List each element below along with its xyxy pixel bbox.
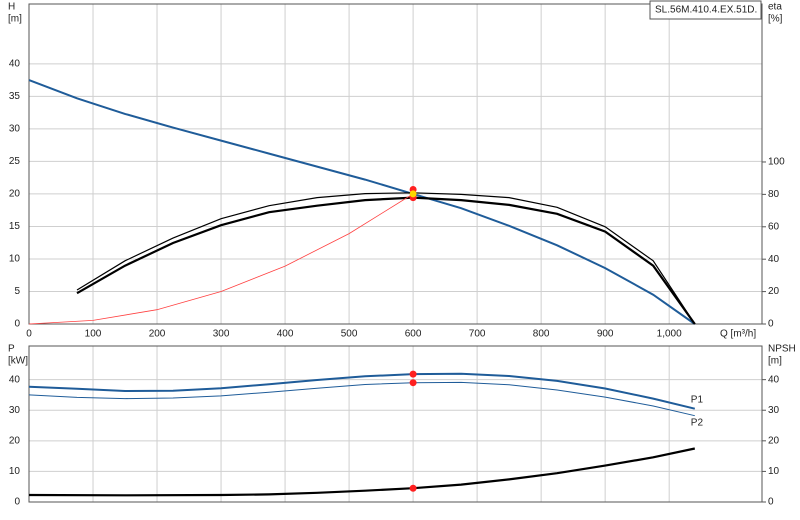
y-tick-label: 30	[9, 124, 21, 135]
y-tick-label: 20	[9, 435, 21, 446]
x-tick-label: 500	[341, 329, 358, 340]
x-tick-label: 100	[85, 329, 102, 340]
y-axis-label: [kW]	[8, 356, 28, 367]
curve-label: P2	[691, 417, 704, 428]
y2-axis-label: eta	[768, 2, 782, 13]
y2-tick-label: 40	[768, 254, 780, 265]
x-axis-label: Q [m³/h]	[720, 329, 756, 340]
curve	[28, 381, 695, 417]
curve	[28, 79, 696, 325]
curve	[76, 196, 696, 325]
y-tick-label: 0	[14, 497, 20, 508]
x-tick-label: 300	[213, 329, 230, 340]
x-tick-label: 1,000	[657, 329, 682, 340]
model-box	[649, 0, 762, 20]
y-tick-label: 10	[9, 254, 21, 265]
y2-tick-label: 20	[768, 435, 780, 446]
model-label: SL.56M.410.4.EX.51D.	[655, 5, 757, 16]
x-tick-label: 200	[149, 329, 166, 340]
y-tick-label: 5	[14, 286, 20, 297]
y2-axis-label: NPSH	[768, 344, 796, 355]
y-tick-label: 30	[9, 405, 21, 416]
y-tick-label: 40	[9, 374, 21, 385]
y2-axis-label: [%]	[768, 14, 783, 25]
y-tick-label: 35	[9, 91, 21, 102]
y-tick-label: 40	[9, 58, 21, 69]
curve-label: P1	[691, 394, 704, 405]
curve	[28, 193, 414, 325]
y-tick-label: 20	[9, 189, 21, 200]
x-tick-label: 700	[469, 329, 486, 340]
y2-tick-label: 10	[768, 466, 780, 477]
plot-frame	[28, 345, 763, 503]
y2-tick-label: 0	[768, 319, 774, 330]
x-tick-label: 800	[533, 329, 550, 340]
x-tick-label: 900	[597, 329, 614, 340]
plot-frame	[28, 3, 763, 325]
operating-point	[409, 379, 417, 387]
y-tick-label: 25	[9, 156, 21, 167]
y2-tick-label: 100	[768, 157, 785, 168]
y-tick-label: 15	[9, 221, 21, 232]
y-axis-label: P	[8, 344, 15, 355]
operating-point	[409, 190, 417, 198]
y-axis-label: [m]	[8, 14, 22, 25]
operating-point	[409, 484, 417, 492]
y2-tick-label: 0	[768, 497, 774, 508]
x-tick-label: 0	[26, 329, 32, 340]
y2-tick-label: 20	[768, 286, 780, 297]
y2-tick-label: 40	[768, 374, 780, 385]
y-axis-label: H	[8, 2, 15, 13]
y2-tick-label: 80	[768, 189, 780, 200]
operating-point	[409, 370, 417, 378]
x-tick-label: 600	[405, 329, 422, 340]
x-tick-label: 400	[277, 329, 294, 340]
curve	[28, 372, 696, 410]
y2-tick-label: 60	[768, 221, 780, 232]
y2-tick-label: 30	[768, 405, 780, 416]
y-tick-label: 10	[9, 466, 21, 477]
y-tick-label: 0	[14, 319, 20, 330]
y2-axis-label: [m]	[768, 356, 782, 367]
curve	[76, 192, 696, 325]
